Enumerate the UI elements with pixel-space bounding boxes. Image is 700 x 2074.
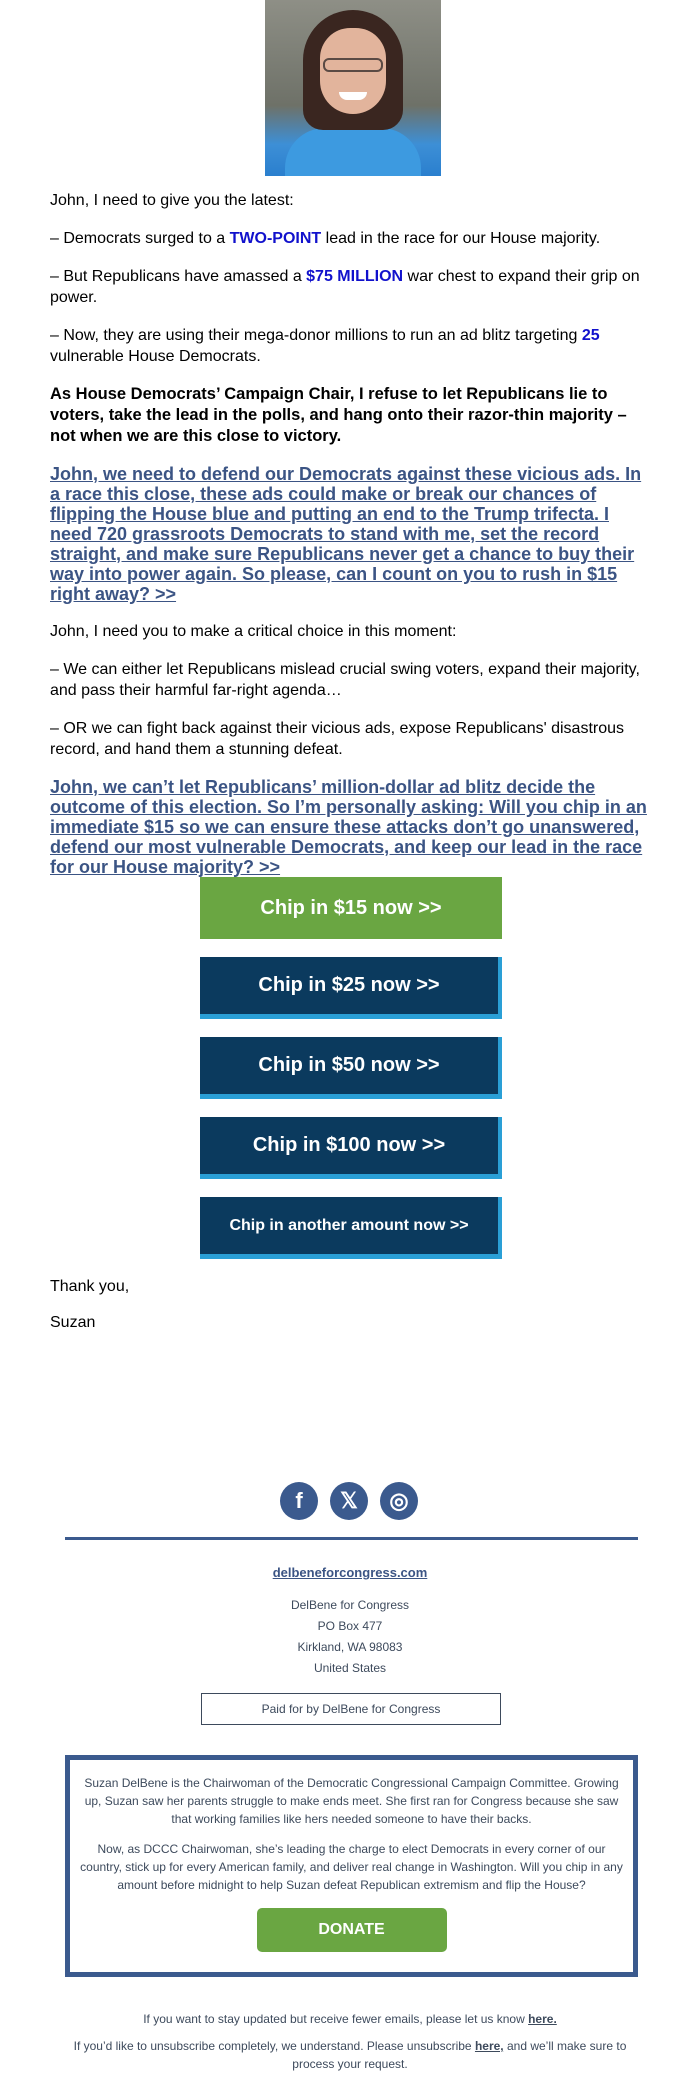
bio-paragraph-2: Now, as DCCC Chairwoman, she’s leading t…: [80, 1842, 623, 1892]
chip-in-other-button[interactable]: Chip in another amount now >>: [200, 1197, 502, 1259]
text: – Now, they are using their mega-donor m…: [50, 327, 582, 344]
address-line: PO Box 477: [317, 1619, 383, 1633]
choice-text: John, I need you to make a critical choi…: [50, 623, 457, 640]
donate-link-2[interactable]: John, we can’t let Republicans’ million-…: [50, 777, 647, 877]
highlight: TWO-POINT: [229, 230, 322, 247]
paid-for-disclaimer: Paid for by DelBene for Congress: [201, 1693, 501, 1725]
donate-link-1[interactable]: John, we need to defend our Democrats ag…: [50, 464, 642, 604]
option-2: – OR we can fight back against their vic…: [50, 720, 625, 758]
chip-in-100-button[interactable]: Chip in $100 now >>: [200, 1117, 502, 1179]
bullet-3: – Now, they are using their mega-donor m…: [50, 325, 655, 367]
thanks: Thank you,: [50, 1278, 130, 1295]
website-link[interactable]: delbeneforcongress.com: [272, 1565, 428, 1580]
address-line: DelBene for Congress: [290, 1598, 410, 1612]
chip-in-50-button[interactable]: Chip in $50 now >>: [200, 1037, 502, 1099]
highlight: $75 MILLION: [306, 268, 404, 285]
divider: [65, 1537, 638, 1540]
unsubscribe-link[interactable]: here,: [474, 2039, 504, 2053]
highlight: 25: [581, 327, 600, 344]
text: If you’d like to unsubscribe completely,…: [73, 2039, 475, 2053]
email-body: John, I need to give you the latest: – D…: [50, 190, 655, 894]
donate-button[interactable]: DONATE: [256, 1908, 447, 1952]
address-line: United States: [313, 1661, 387, 1675]
fewer-emails-note: If you want to stay updated but receive …: [60, 2010, 640, 2028]
bio-box: Suzan DelBene is the Chairwoman of the D…: [65, 1755, 638, 1977]
option-1: – We can either let Republicans mislead …: [50, 661, 640, 699]
text: – But Republicans have amassed a: [50, 268, 307, 285]
text: vulnerable House Democrats.: [50, 348, 261, 365]
bio-paragraph-1: Suzan DelBene is the Chairwoman of the D…: [84, 1776, 619, 1826]
text: If you want to stay updated but receive …: [143, 2012, 529, 2026]
fewer-emails-link[interactable]: here.: [528, 2012, 557, 2026]
x-icon[interactable]: 𝕏: [330, 1482, 368, 1520]
bold-paragraph: As House Democrats’ Campaign Chair, I re…: [50, 385, 627, 445]
facebook-icon[interactable]: f: [280, 1482, 318, 1520]
greeting: John, I need to give you the latest:: [50, 192, 294, 209]
text: and we’ll make sure to process your requ…: [292, 2039, 627, 2071]
instagram-icon[interactable]: ◎: [380, 1482, 418, 1520]
text: – Democrats surged to a: [50, 230, 230, 247]
unsubscribe-note: If you’d like to unsubscribe completely,…: [60, 2037, 640, 2073]
text: war chest to expand their grip on power.: [50, 268, 640, 306]
address-line: Kirkland, WA 98083: [297, 1640, 403, 1654]
bullet-1: – Democrats surged to a TWO-POINT lead i…: [50, 228, 655, 249]
chip-in-15-button[interactable]: Chip in $15 now >>: [200, 877, 502, 939]
bullet-2: – But Republicans have amassed a $75 MIL…: [50, 266, 655, 308]
text: lead in the race for our House majority.: [321, 230, 601, 247]
social-links: f 𝕏 ◎: [280, 1482, 418, 1520]
signature: Suzan: [50, 1314, 96, 1331]
chip-in-25-button[interactable]: Chip in $25 now >>: [200, 957, 502, 1019]
candidate-photo: [265, 0, 441, 176]
